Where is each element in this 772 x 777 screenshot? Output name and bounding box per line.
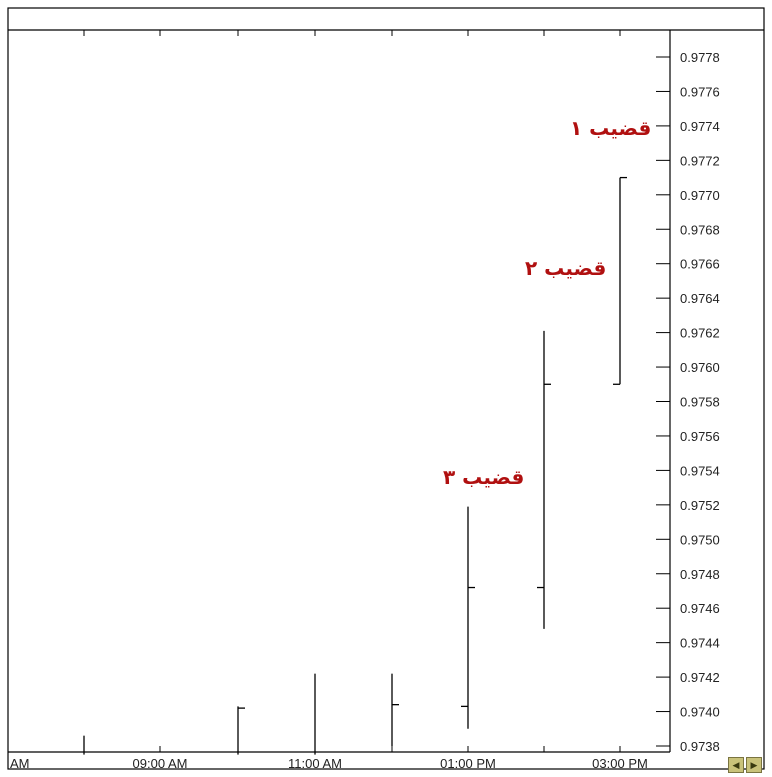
- x-tick-label: AM: [10, 756, 30, 771]
- y-axis: 0.9738 0.9740 0.9742 0.9744 0.9746 0.9748 0.97…: [656, 50, 720, 754]
- ohlc-bar: [461, 506, 475, 729]
- scroll-right-icon[interactable]: ▶: [746, 757, 762, 773]
- ohlc-bar: [237, 706, 245, 755]
- y-tick-label: 0.9754: [680, 463, 720, 478]
- y-tick-label: 0.9766: [680, 257, 720, 272]
- ohlc-bar: [391, 673, 399, 746]
- y-tick-label: 0.9762: [680, 326, 720, 341]
- x-tick-label: 03:00 PM: [592, 756, 648, 771]
- y-tick-label: 0.9776: [680, 84, 720, 99]
- y-tick-label: 0.9742: [680, 670, 720, 685]
- outer-frame: [7, 7, 765, 770]
- y-tick-label: 0.9748: [680, 567, 720, 582]
- x-tick-label: 01:00 PM: [440, 756, 496, 771]
- y-tick-label: 0.9758: [680, 395, 720, 410]
- y-tick-label: 0.9738: [680, 739, 720, 754]
- ohlc-bar: [537, 330, 551, 629]
- x-tick-label: 11:00 AM: [288, 756, 342, 771]
- annotations: قضيب ١ قضيب ٢ قضيب ٣: [443, 116, 651, 489]
- y-tick-label: 0.9778: [680, 50, 720, 65]
- y-tick-label: 0.9744: [680, 636, 720, 651]
- y-tick-label: 0.9772: [680, 153, 720, 168]
- x-axis: AM 09:00 AM 11:00 AM 01:00 PM 03:00 PM: [7, 30, 648, 771]
- scroll-left-icon[interactable]: ◀: [728, 757, 744, 773]
- y-tick-label: 0.9752: [680, 498, 720, 513]
- y-tick-label: 0.9770: [680, 188, 720, 203]
- ohlc-bars: [83, 176, 627, 755]
- x-tick-label: 09:00 AM: [133, 756, 188, 771]
- bar-annotation: قضيب ٣: [443, 465, 524, 489]
- bar-annotation: قضيب ٢: [525, 256, 606, 280]
- y-tick-label: 0.9764: [680, 291, 720, 306]
- ohlc-bar: [613, 176, 627, 385]
- y-tick-label: 0.9740: [680, 705, 720, 720]
- bar-annotation: قضيب ١: [570, 116, 651, 140]
- y-tick-label: 0.9774: [680, 119, 720, 134]
- y-tick-label: 0.9756: [680, 429, 720, 444]
- scroll-controls: ◀ ▶: [728, 757, 762, 773]
- y-tick-label: 0.9760: [680, 360, 720, 375]
- y-tick-label: 0.9746: [680, 601, 720, 616]
- y-tick-label: 0.9768: [680, 222, 720, 237]
- y-tick-label: 0.9750: [680, 532, 720, 547]
